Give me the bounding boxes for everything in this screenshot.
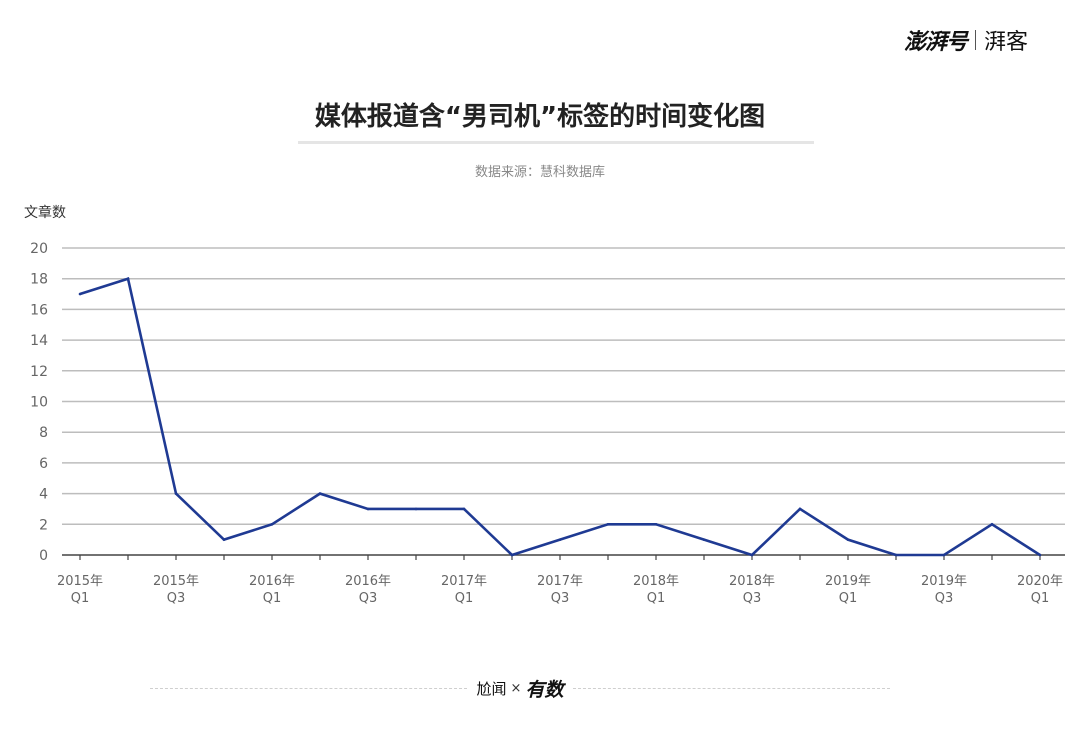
- footer-left-text: 尬闻: [476, 679, 507, 698]
- chart-subtitle: 数据来源：慧科数据库: [474, 165, 605, 180]
- data-point: [222, 538, 226, 541]
- data-point: [654, 523, 658, 526]
- data-point: [78, 292, 82, 296]
- x-tick-label-year: 2015年: [153, 574, 199, 589]
- x-tick-label-year: 2016年: [345, 574, 391, 589]
- x-tick-label-year: 2015年: [57, 574, 103, 589]
- brand-divider: [974, 30, 976, 50]
- x-tick-label-quarter: Q1: [839, 591, 858, 606]
- footer-line-right: [573, 687, 890, 689]
- footer-credit: 尬闻 × 有数: [467, 675, 574, 702]
- data-point: [846, 538, 850, 541]
- data-point: [606, 523, 610, 526]
- x-tick-label-quarter: Q3: [551, 591, 570, 606]
- x-tick-label-year: 2019年: [825, 574, 871, 589]
- x-tick-label-year: 2017年: [441, 574, 487, 589]
- y-tick-label: 20: [30, 241, 48, 257]
- data-point: [174, 492, 178, 495]
- data-point: [126, 277, 130, 280]
- x-tick-label-year: 2018年: [633, 574, 679, 589]
- x-tick-label-quarter: Q1: [647, 591, 666, 606]
- x-tick-label-quarter: Q1: [1031, 591, 1050, 606]
- x-tick-label-quarter: Q3: [743, 591, 762, 606]
- data-point: [414, 507, 418, 511]
- x-tick-label-quarter: Q1: [71, 591, 90, 606]
- x-tick-label-year: 2016年: [249, 574, 295, 589]
- y-axis-label: 文章数: [24, 204, 66, 221]
- y-tick-label: 2: [39, 517, 48, 533]
- y-tick-label: 12: [30, 364, 48, 380]
- brand-main-text: 澎湃号: [903, 30, 968, 55]
- data-point: [270, 523, 274, 526]
- data-point: [510, 553, 514, 557]
- footer-cross: ×: [510, 680, 522, 696]
- chart-title: 媒体报道含“男司机”标签的时间变化图: [314, 102, 766, 132]
- data-point: [942, 553, 946, 557]
- y-tick-label: 6: [39, 456, 48, 472]
- x-tick-label-quarter: Q1: [455, 591, 474, 606]
- data-point: [462, 507, 466, 511]
- y-tick-label: 0: [39, 548, 48, 564]
- x-tick-label-year: 2020年: [1017, 574, 1063, 589]
- data-point: [798, 507, 802, 511]
- series-line: [79, 277, 1041, 557]
- y-tick-label: 18: [30, 272, 48, 288]
- data-point: [1038, 553, 1042, 557]
- x-tick-label-year: 2019年: [921, 574, 967, 589]
- y-tick-label: 8: [39, 425, 48, 441]
- footer-logo-text: 有数: [525, 678, 564, 701]
- x-tick-label-year: 2017年: [537, 574, 583, 589]
- brand-logo: 澎湃号 湃客: [904, 24, 1028, 56]
- data-point: [558, 538, 562, 541]
- footer: 尬闻 × 有数: [150, 675, 890, 702]
- footer-line-left: [150, 687, 467, 689]
- data-point: [702, 538, 706, 541]
- y-tick-label: 16: [30, 302, 48, 318]
- line-chart: 文章数 0 2 4 6 8 10 12 14 16 18 20 2015年 Q1 2015年 Q3 2016年 Q…: [24, 204, 1065, 606]
- brand-sub-text: 湃客: [983, 30, 1028, 55]
- x-tick-label-quarter: Q3: [167, 591, 186, 606]
- x-tick-label-quarter: Q1: [263, 591, 282, 606]
- x-tick-label-quarter: Q3: [935, 591, 954, 606]
- y-tick-label: 4: [39, 487, 48, 503]
- y-tick-label: 10: [30, 395, 48, 411]
- data-point: [990, 523, 994, 526]
- data-point: [750, 553, 754, 557]
- x-tick-label-year: 2018年: [729, 574, 775, 589]
- x-tick-label-quarter: Q3: [359, 591, 378, 606]
- y-tick-label: 14: [30, 333, 48, 349]
- data-point: [894, 553, 898, 557]
- title-underline: [298, 141, 814, 144]
- data-point: [366, 507, 370, 511]
- data-point: [318, 492, 322, 495]
